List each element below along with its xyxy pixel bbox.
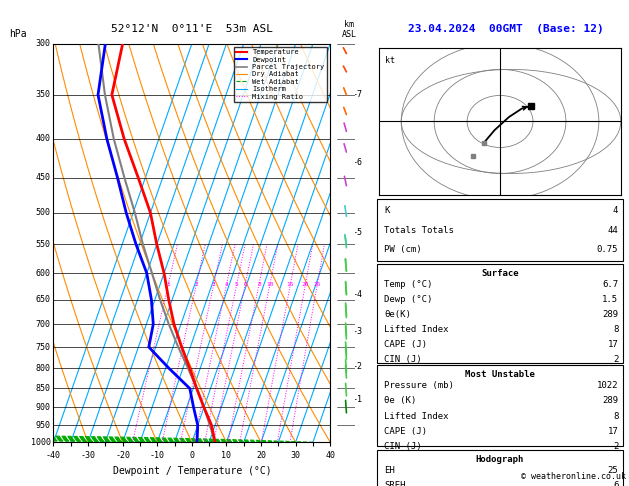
Text: © weatheronline.co.uk: © weatheronline.co.uk [521, 472, 626, 481]
Text: -4: -4 [352, 290, 362, 299]
Text: 2: 2 [613, 355, 618, 364]
Text: 1: 1 [167, 281, 170, 287]
Text: Pressure (mb): Pressure (mb) [384, 382, 454, 390]
Text: 8: 8 [613, 325, 618, 334]
Text: CIN (J): CIN (J) [384, 355, 422, 364]
Bar [377, 365, 623, 446]
Text: 17: 17 [608, 427, 618, 436]
Text: Lifted Index: Lifted Index [384, 325, 449, 334]
Text: 850: 850 [36, 384, 51, 393]
Text: -6: -6 [352, 158, 362, 167]
Text: Most Unstable: Most Unstable [465, 370, 535, 379]
Text: 1000: 1000 [31, 438, 51, 447]
Text: θe (K): θe (K) [384, 397, 416, 405]
Text: 500: 500 [36, 208, 51, 217]
Text: 289: 289 [602, 310, 618, 319]
Text: 44: 44 [608, 226, 618, 235]
Text: 20: 20 [302, 281, 309, 287]
Text: 1.5: 1.5 [602, 295, 618, 304]
Text: 600: 600 [36, 269, 51, 278]
Text: Lifted Index: Lifted Index [384, 412, 449, 420]
Text: 25: 25 [608, 466, 618, 475]
Text: Temp (°C): Temp (°C) [384, 279, 433, 289]
Text: K: K [384, 207, 390, 215]
Text: 650: 650 [36, 295, 51, 304]
X-axis label: Dewpoint / Temperature (°C): Dewpoint / Temperature (°C) [113, 466, 271, 476]
Text: -3: -3 [352, 327, 362, 336]
Text: 800: 800 [36, 364, 51, 373]
Text: 350: 350 [36, 90, 51, 99]
Text: 3: 3 [212, 281, 216, 287]
Text: 0.75: 0.75 [597, 245, 618, 254]
Text: 17: 17 [608, 340, 618, 349]
Text: 8: 8 [613, 412, 618, 420]
Text: -2: -2 [352, 362, 362, 371]
Text: 4: 4 [613, 207, 618, 215]
Text: 289: 289 [602, 397, 618, 405]
Bar [377, 450, 623, 486]
Text: 1022: 1022 [597, 382, 618, 390]
Text: 2: 2 [194, 281, 198, 287]
Text: 300: 300 [36, 39, 51, 48]
Text: 750: 750 [36, 343, 51, 351]
Text: 450: 450 [36, 174, 51, 182]
Text: 6: 6 [243, 281, 247, 287]
Text: -7: -7 [352, 90, 362, 99]
Text: 6: 6 [613, 481, 618, 486]
Text: Hodograph: Hodograph [476, 455, 524, 464]
Text: SREH: SREH [384, 481, 406, 486]
Text: 52°12'N  0°11'E  53m ASL: 52°12'N 0°11'E 53m ASL [111, 24, 273, 34]
Text: Dewp (°C): Dewp (°C) [384, 295, 433, 304]
Text: 6.7: 6.7 [602, 279, 618, 289]
Text: -1: -1 [352, 396, 362, 404]
Text: CAPE (J): CAPE (J) [384, 427, 427, 436]
Text: CAPE (J): CAPE (J) [384, 340, 427, 349]
Text: 15: 15 [287, 281, 294, 287]
Text: 550: 550 [36, 240, 51, 249]
Text: hPa: hPa [9, 29, 27, 39]
Bar [377, 199, 623, 261]
Text: 8: 8 [257, 281, 261, 287]
Text: 4: 4 [225, 281, 228, 287]
Text: LCL: LCL [336, 426, 348, 432]
Legend: Temperature, Dewpoint, Parcel Trajectory, Dry Adiabat, Wet Adiabat, Isotherm, Mi: Temperature, Dewpoint, Parcel Trajectory… [235, 47, 326, 102]
Text: 900: 900 [36, 403, 51, 412]
Bar [377, 264, 623, 363]
Text: CIN (J): CIN (J) [384, 442, 422, 451]
Text: EH: EH [384, 466, 395, 475]
Text: 10: 10 [266, 281, 274, 287]
Text: 5: 5 [235, 281, 238, 287]
Text: 25: 25 [314, 281, 321, 287]
Text: 700: 700 [36, 320, 51, 329]
Text: -5: -5 [352, 227, 362, 237]
Text: Totals Totals: Totals Totals [384, 226, 454, 235]
Text: θe(K): θe(K) [384, 310, 411, 319]
Text: Surface: Surface [481, 268, 519, 278]
Text: PW (cm): PW (cm) [384, 245, 422, 254]
Text: km
ASL: km ASL [342, 20, 357, 39]
Text: 2: 2 [613, 442, 618, 451]
Text: 950: 950 [36, 421, 51, 430]
Text: 23.04.2024  00GMT  (Base: 12): 23.04.2024 00GMT (Base: 12) [408, 24, 604, 34]
Text: 400: 400 [36, 135, 51, 143]
